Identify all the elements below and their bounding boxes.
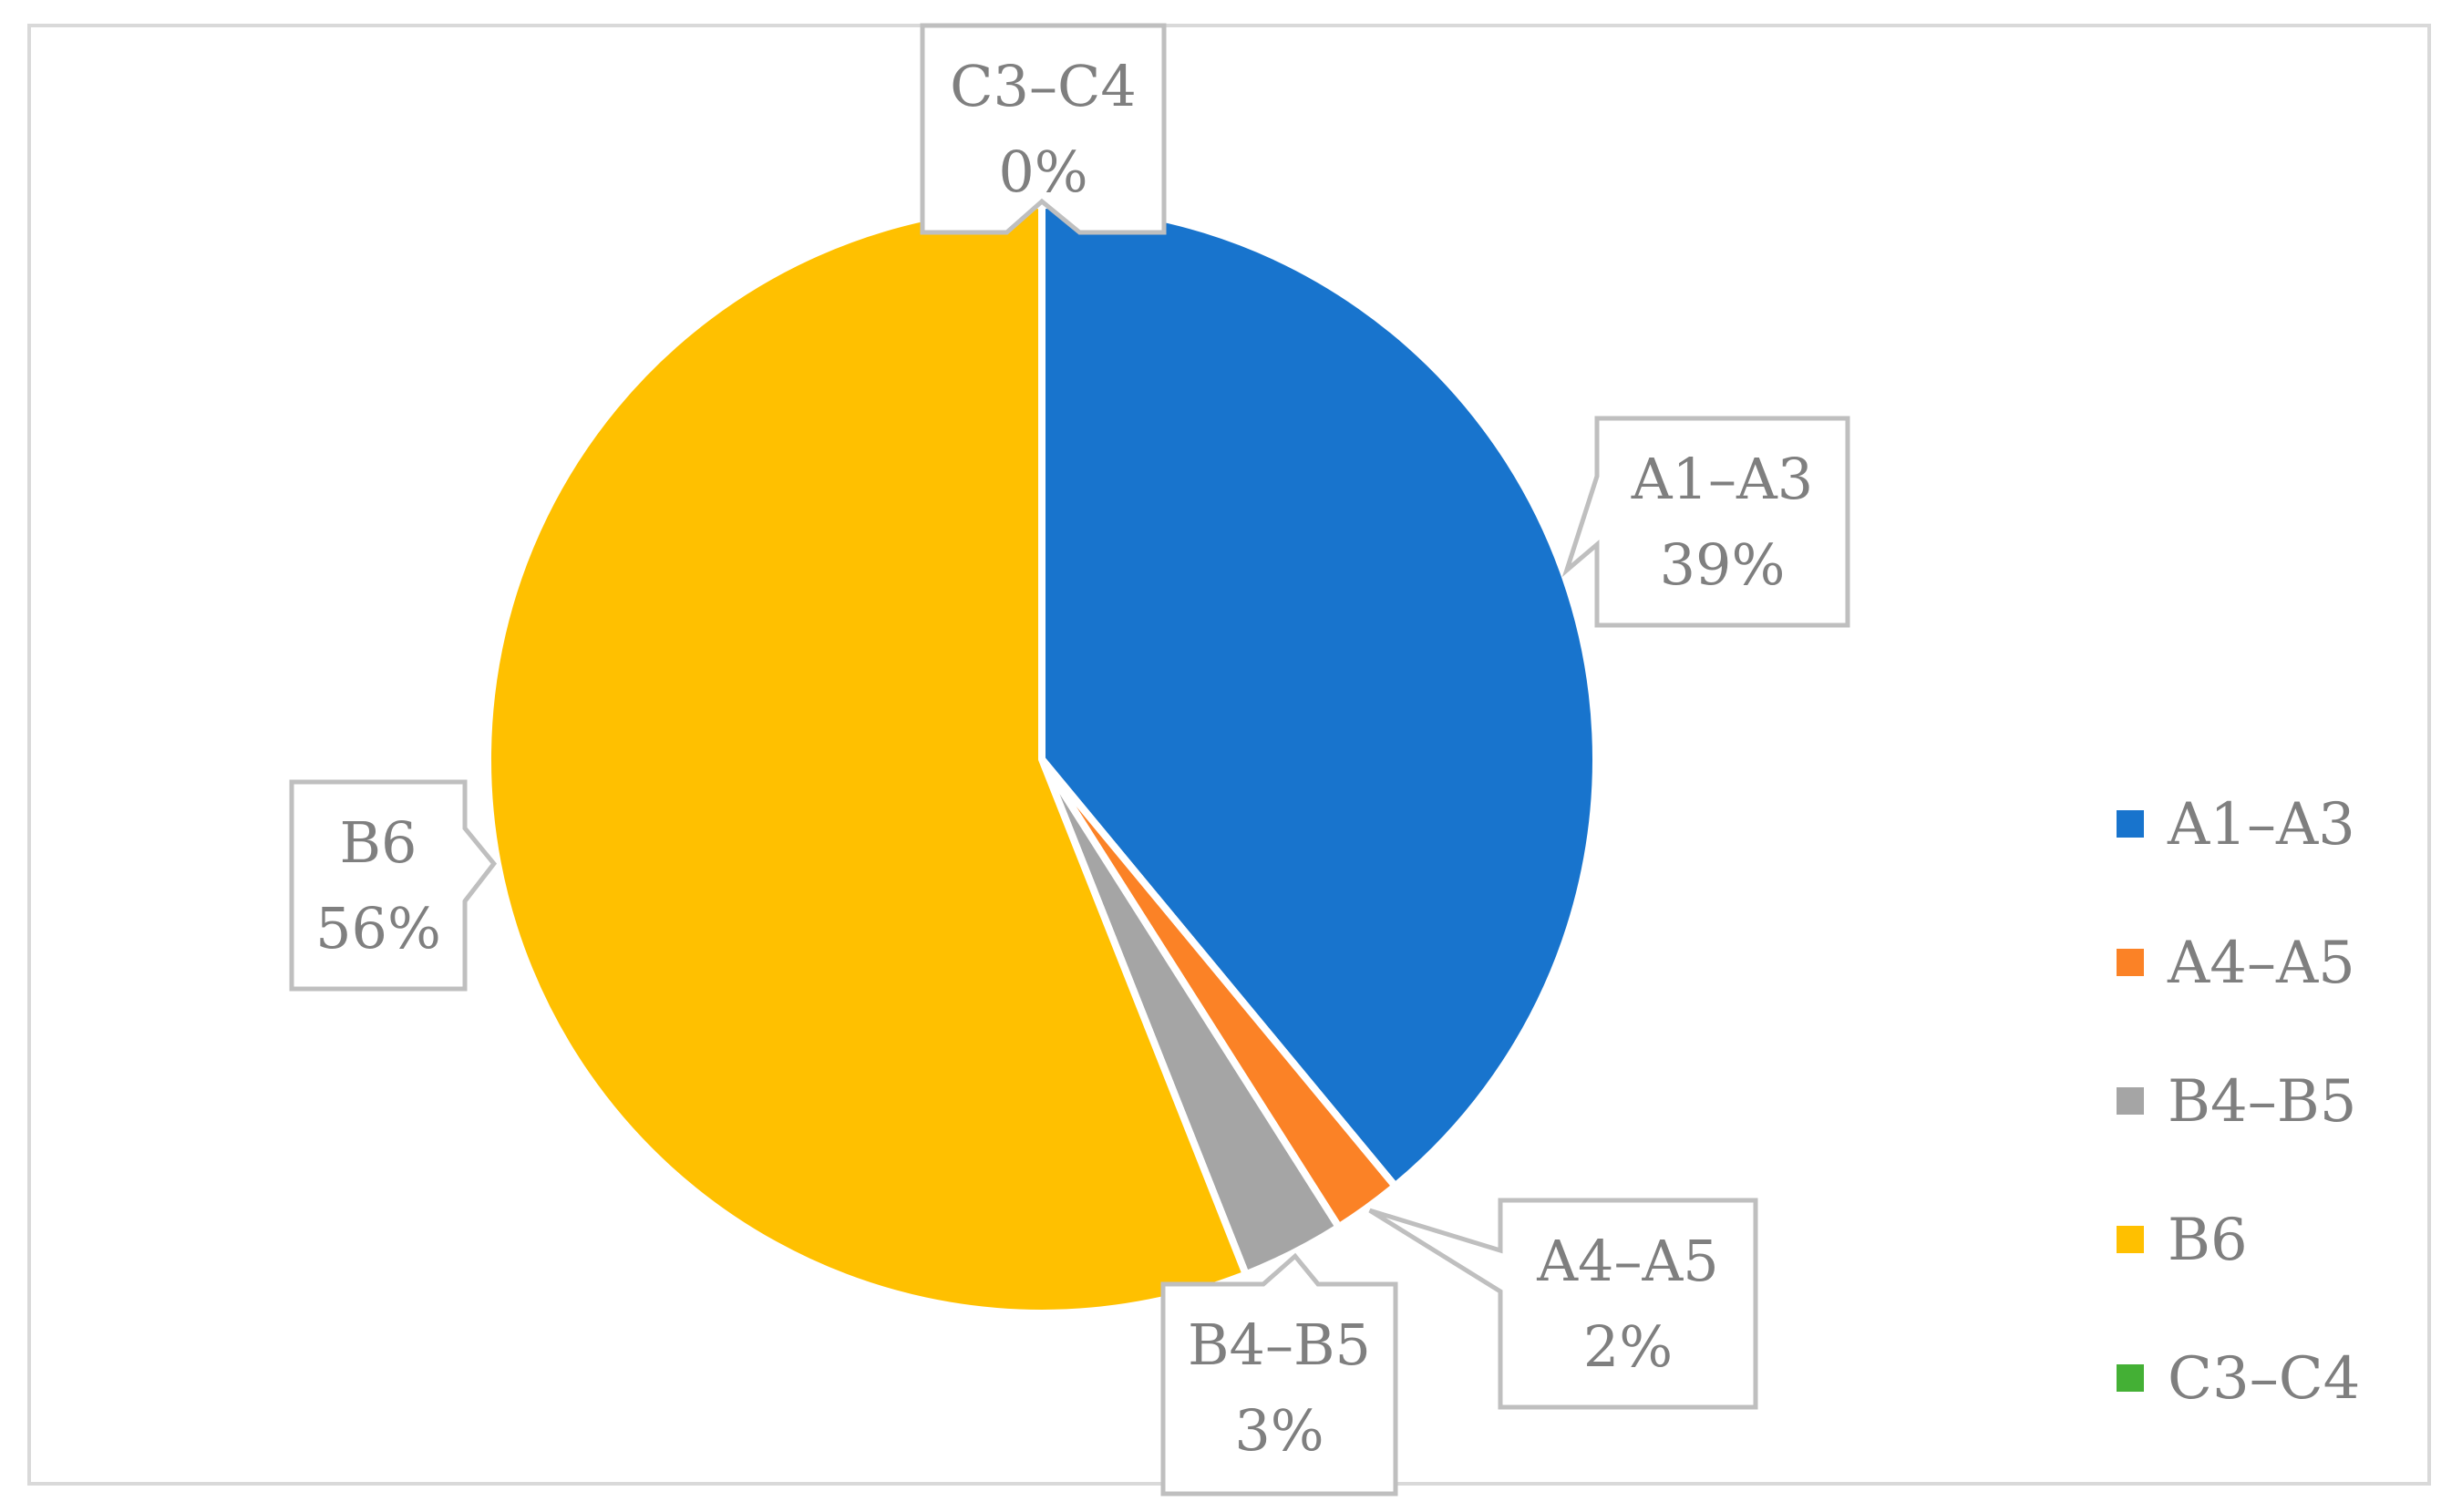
legend-label: C3–C4 — [2168, 1345, 2360, 1413]
data-label-percent: 0% — [998, 139, 1087, 205]
pie-slices — [483, 201, 1600, 1317]
legend-label: B6 — [2168, 1207, 2248, 1274]
pie-slice-b6 — [483, 201, 1250, 1317]
legend-label: A4–A5 — [2167, 930, 2355, 997]
legend-item-a1-a3: A1–A3 — [2117, 791, 2355, 859]
legend-swatch — [2117, 810, 2144, 838]
data-label-b4-b5: B4–B5 3% — [1160, 1252, 1398, 1497]
data-label-percent: 39% — [1660, 531, 1786, 598]
legend-item-a4-a5: A4–A5 — [2117, 930, 2355, 997]
data-label-category: C3–C4 — [950, 53, 1137, 119]
legend-swatch — [2117, 1087, 2144, 1115]
data-label-percent: 2% — [1583, 1313, 1673, 1380]
legend-item-c3-c4: C3–C4 — [2117, 1345, 2360, 1413]
data-label-category: A4–A5 — [1536, 1228, 1718, 1294]
callout-box — [1368, 1198, 1758, 1410]
data-label-c3-c4: C3–C4 0% — [920, 23, 1167, 235]
legend-swatch — [2117, 949, 2144, 976]
callout-box — [920, 23, 1167, 235]
data-label-percent: 3% — [1234, 1397, 1324, 1464]
legend-swatch — [2117, 1226, 2144, 1253]
legend-item-b4-b5: B4–B5 — [2117, 1068, 2357, 1136]
data-label-percent: 56% — [315, 895, 441, 962]
callout-box — [1561, 416, 1850, 628]
legend-item-b6: B6 — [2117, 1207, 2248, 1274]
callout-box — [1160, 1252, 1398, 1497]
data-label-category: A1–A3 — [1631, 446, 1813, 512]
data-label-category: B6 — [339, 809, 417, 876]
callout-box — [289, 779, 498, 992]
data-label-a4-a5: A4–A5 2% — [1368, 1198, 1758, 1410]
pie-slice-a1-a3 — [1038, 201, 1600, 1190]
data-label-category: B4–B5 — [1188, 1311, 1371, 1378]
legend: A1–A3 A4–A5 B4–B5 B6 C3–C4 — [2117, 791, 2360, 1413]
legend-label: B4–B5 — [2168, 1068, 2357, 1136]
legend-label: A1–A3 — [2167, 791, 2355, 859]
legend-swatch — [2117, 1364, 2144, 1392]
data-label-a1-a3: A1–A3 39% — [1561, 416, 1850, 628]
